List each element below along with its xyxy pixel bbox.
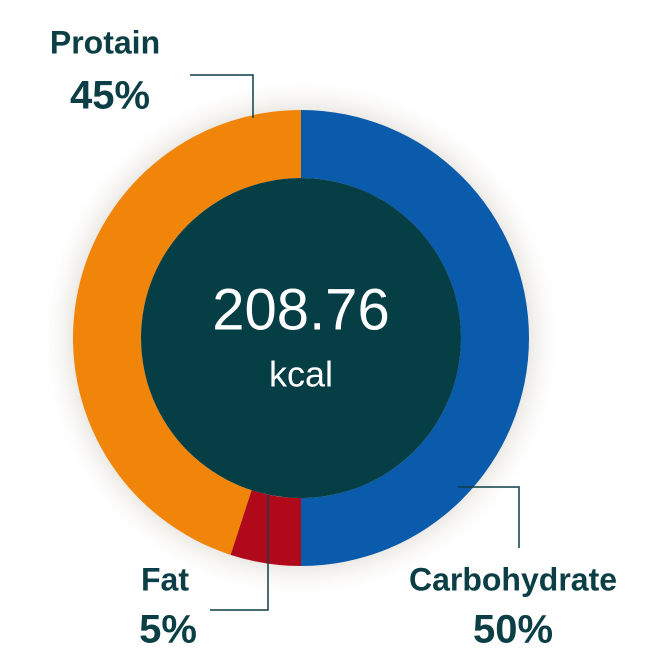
segment-percent: 45%: [70, 74, 150, 118]
center-disc: [141, 178, 461, 498]
center-unit: kcal: [269, 354, 333, 395]
leader-line: [190, 74, 254, 118]
leader-line: [458, 486, 520, 548]
center-value: 208.76: [212, 277, 389, 342]
donut-segment: [301, 110, 529, 566]
donut-segment: [230, 490, 301, 566]
leader-line: [210, 495, 269, 611]
segment-name: Fat: [141, 561, 189, 597]
segment-percent: 50%: [473, 608, 553, 652]
donut-segment: [73, 110, 301, 555]
segment-percent: 5%: [139, 608, 197, 652]
segment-name: Carbohydrate: [409, 561, 617, 597]
segment-name: Protain: [50, 24, 160, 60]
